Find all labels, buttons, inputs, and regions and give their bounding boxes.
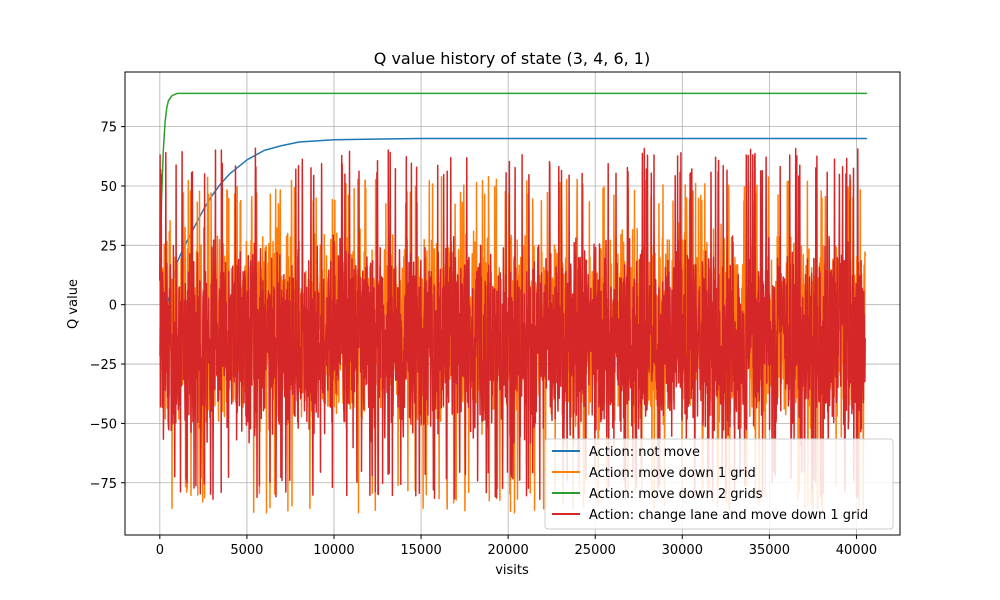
legend-label: Action: move down 2 grids bbox=[589, 487, 763, 502]
axis-ticks: 0 5000 10000 15000 20000 25000 30000 35000 40000… bbox=[90, 121, 878, 558]
legend-label: Action: not move bbox=[589, 445, 700, 460]
x-tick-label: 40000 bbox=[836, 543, 877, 558]
legend-label: Action: change lane and move down 1 grid bbox=[589, 508, 868, 523]
plot-frame bbox=[124, 71, 901, 536]
legend-box bbox=[544, 438, 894, 530]
y-tick-label: 0 bbox=[109, 299, 117, 314]
y-tick-label: 75 bbox=[100, 121, 117, 136]
y-tick-label: 25 bbox=[100, 239, 117, 254]
legend-label: Action: move down 1 grid bbox=[589, 466, 756, 481]
x-axis-label: visits bbox=[495, 563, 529, 578]
series-line-4 bbox=[159, 147, 866, 501]
y-tick-label: 50 bbox=[100, 180, 117, 195]
x-tick-label: 5000 bbox=[230, 543, 263, 558]
y-tick-label: −25 bbox=[90, 358, 117, 373]
x-tick-label: 20000 bbox=[487, 543, 528, 558]
legend: Action: not move Action: move down 1 grid… bbox=[544, 438, 894, 530]
x-tick-label: 0 bbox=[156, 543, 164, 558]
y-tick-label: −50 bbox=[90, 417, 117, 432]
x-tick-label: 15000 bbox=[400, 543, 441, 558]
y-tick-label: −75 bbox=[90, 477, 117, 492]
series-layer bbox=[159, 92, 867, 515]
x-tick-label: 25000 bbox=[575, 543, 616, 558]
x-tick-label: 35000 bbox=[749, 543, 790, 558]
y-axis-label: Q value bbox=[66, 279, 81, 329]
x-tick-label: 10000 bbox=[313, 543, 354, 558]
chart-title: Q value history of state (3, 4, 6, 1) bbox=[374, 49, 650, 68]
x-tick-label: 30000 bbox=[662, 543, 703, 558]
series-line-3 bbox=[159, 92, 867, 281]
